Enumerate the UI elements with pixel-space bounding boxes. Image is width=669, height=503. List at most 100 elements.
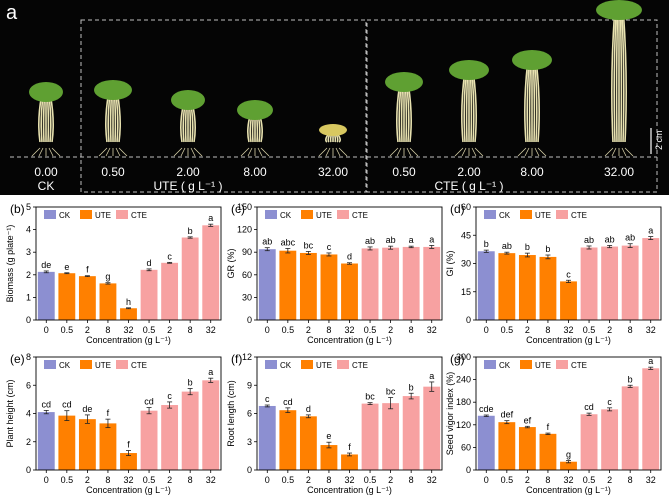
x-tick-label: 2 bbox=[388, 325, 393, 335]
concentration-label: 0.50 bbox=[392, 165, 416, 179]
significance-letter: c bbox=[167, 391, 172, 401]
x-tick-label: 0 bbox=[484, 325, 489, 335]
cotyledon-cluster bbox=[94, 80, 132, 100]
significance-letter: a bbox=[648, 226, 653, 236]
significance-letter: cd bbox=[42, 399, 52, 409]
cotyledon-cluster bbox=[596, 0, 642, 20]
bar bbox=[560, 281, 577, 320]
plot-frame bbox=[256, 356, 443, 471]
bar bbox=[539, 433, 557, 470]
seedling-stem bbox=[400, 85, 404, 143]
significance-letter: ef bbox=[524, 415, 532, 425]
x-tick-label: 2 bbox=[607, 475, 612, 485]
y-tick-label: 3 bbox=[26, 247, 31, 257]
legend-label: CK bbox=[280, 361, 292, 370]
seedling-stem bbox=[42, 95, 46, 143]
root bbox=[48, 147, 54, 157]
y-tick-label: 8 bbox=[26, 352, 31, 362]
root bbox=[471, 147, 477, 157]
seedling-bunch bbox=[512, 50, 552, 157]
bar bbox=[642, 238, 660, 320]
panel-label: (c) bbox=[231, 202, 245, 216]
y-tick-label: 1 bbox=[26, 292, 31, 302]
root bbox=[338, 147, 348, 157]
y-tick-label: 0 bbox=[466, 465, 471, 475]
y-tick-label: 0 bbox=[247, 315, 252, 325]
significance-letter: c bbox=[265, 394, 270, 404]
y-tick-label: 0 bbox=[26, 315, 31, 325]
legend-label: UTE bbox=[535, 211, 551, 220]
significance-letter: g bbox=[105, 272, 110, 282]
x-tick-label: 32 bbox=[344, 475, 354, 485]
x-axis-label: Concentration (g L⁻¹) bbox=[526, 485, 611, 495]
legend-label: CK bbox=[59, 361, 71, 370]
legend-swatch bbox=[337, 210, 349, 219]
bar bbox=[560, 461, 577, 470]
x-tick-label: 2 bbox=[607, 325, 612, 335]
legend-label: CTE bbox=[571, 361, 587, 370]
seedling-stem bbox=[534, 63, 538, 143]
y-tick-label: 0 bbox=[247, 465, 252, 475]
plot-frame bbox=[475, 206, 662, 321]
bar bbox=[382, 247, 400, 320]
seedling-stem bbox=[46, 95, 50, 143]
x-tick-label: 0.5 bbox=[143, 325, 156, 335]
seedling-bunch bbox=[449, 60, 489, 157]
legend-label: UTE bbox=[316, 361, 332, 370]
panel-label: (b) bbox=[10, 202, 25, 216]
cotyledon-cluster bbox=[449, 60, 489, 80]
x-tick-label: 32 bbox=[344, 325, 354, 335]
chart-panel-b: (b) 0 1 2 3 4 5 Biomass (g plate⁻¹) de 0 e 0.5 f 2 g 8 h… bbox=[5, 202, 222, 345]
significance-letter: def bbox=[501, 410, 514, 420]
x-tick-label: 0.5 bbox=[282, 475, 295, 485]
x-tick-label: 32 bbox=[563, 475, 573, 485]
x-tick-label: 2 bbox=[306, 475, 311, 485]
significance-letter: bc bbox=[365, 392, 375, 402]
significance-letter: cd bbox=[62, 400, 72, 410]
x-tick-label: 0 bbox=[44, 325, 49, 335]
x-axis-label: Concentration (g L⁻¹) bbox=[307, 485, 392, 495]
y-tick-label: 300 bbox=[456, 352, 471, 362]
group-label: CTE ( g L⁻¹ ) bbox=[434, 179, 503, 193]
bar bbox=[642, 368, 660, 470]
legend-swatch bbox=[265, 210, 277, 219]
group-label: CK bbox=[38, 179, 55, 193]
significance-letter: b bbox=[188, 377, 193, 387]
y-tick-label: 60 bbox=[461, 442, 471, 452]
significance-letter: de bbox=[82, 404, 92, 414]
bar bbox=[361, 403, 379, 470]
seedling-bunch bbox=[94, 80, 132, 157]
significance-letter: h bbox=[126, 297, 131, 307]
seedling-stem bbox=[461, 73, 466, 143]
root bbox=[461, 147, 467, 157]
seedling-stem bbox=[406, 85, 410, 143]
y-tick-label: 180 bbox=[456, 397, 471, 407]
y-axis-label: Seed vigor index (%) bbox=[445, 372, 455, 456]
significance-letter: f bbox=[348, 442, 351, 452]
seedling-bunch bbox=[29, 82, 63, 157]
y-tick-label: 0 bbox=[26, 465, 31, 475]
seedling-stem bbox=[524, 63, 529, 143]
significance-letter: a bbox=[409, 235, 414, 245]
x-tick-label: 2 bbox=[525, 475, 530, 485]
seedling-stem bbox=[528, 63, 532, 143]
bar bbox=[202, 380, 220, 470]
significance-letter: a bbox=[429, 371, 434, 381]
concentration-label: 8.00 bbox=[520, 165, 544, 179]
root bbox=[396, 147, 402, 157]
bar bbox=[382, 403, 400, 470]
bar bbox=[78, 276, 96, 320]
x-tick-label: 8 bbox=[628, 325, 633, 335]
y-axis-label: GI (%) bbox=[445, 250, 455, 276]
y-tick-label: 0 bbox=[466, 315, 471, 325]
cotyledon-cluster bbox=[237, 100, 273, 120]
y-tick-label: 4 bbox=[26, 409, 31, 419]
root bbox=[537, 147, 547, 157]
significance-letter: ab bbox=[605, 234, 615, 244]
significance-letter: a bbox=[208, 367, 213, 377]
bar bbox=[621, 386, 639, 470]
y-tick-label: 2 bbox=[26, 437, 31, 447]
seedling-stem bbox=[621, 13, 625, 143]
bar bbox=[299, 416, 317, 470]
plot-frame bbox=[475, 356, 662, 471]
